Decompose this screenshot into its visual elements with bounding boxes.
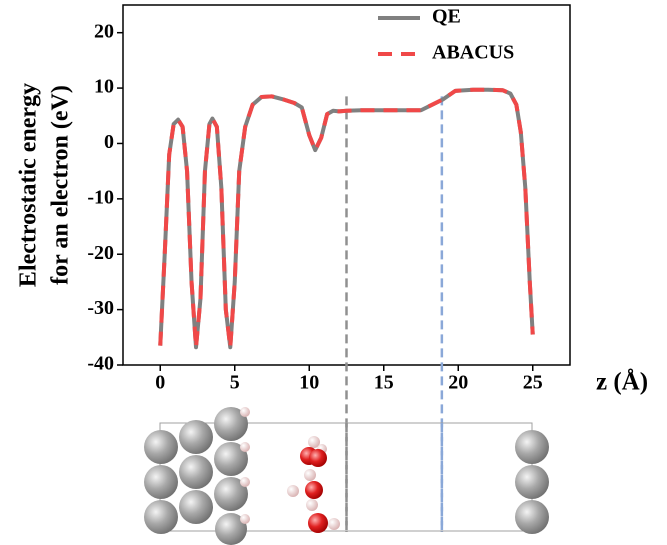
x-tick-label: 5 xyxy=(230,372,240,394)
y-tick-label: -30 xyxy=(87,297,114,319)
y-axis-label: for an electron (eV) xyxy=(48,85,74,285)
x-tick-label: 15 xyxy=(374,372,394,394)
x-tick-label: 10 xyxy=(299,372,319,394)
series-line xyxy=(158,87,535,350)
x-tick-label: 25 xyxy=(523,372,543,394)
y-tick-label: -20 xyxy=(87,242,114,264)
y-tick-label: -10 xyxy=(87,186,114,208)
atomic-structure xyxy=(144,407,549,545)
x-tick-label: 0 xyxy=(155,372,165,394)
y-tick-label: 20 xyxy=(94,20,114,42)
legend-label: QE xyxy=(432,6,461,28)
y-tick-label: 0 xyxy=(104,131,114,153)
y-tick-label: 10 xyxy=(94,76,114,98)
y-axis-label: Electrostatic energy xyxy=(16,83,42,287)
legend-label: ABACUS xyxy=(432,42,514,64)
x-axis-label: z (Å) xyxy=(596,368,648,396)
y-tick-label: -40 xyxy=(87,353,114,375)
x-tick-label: 20 xyxy=(448,372,468,394)
